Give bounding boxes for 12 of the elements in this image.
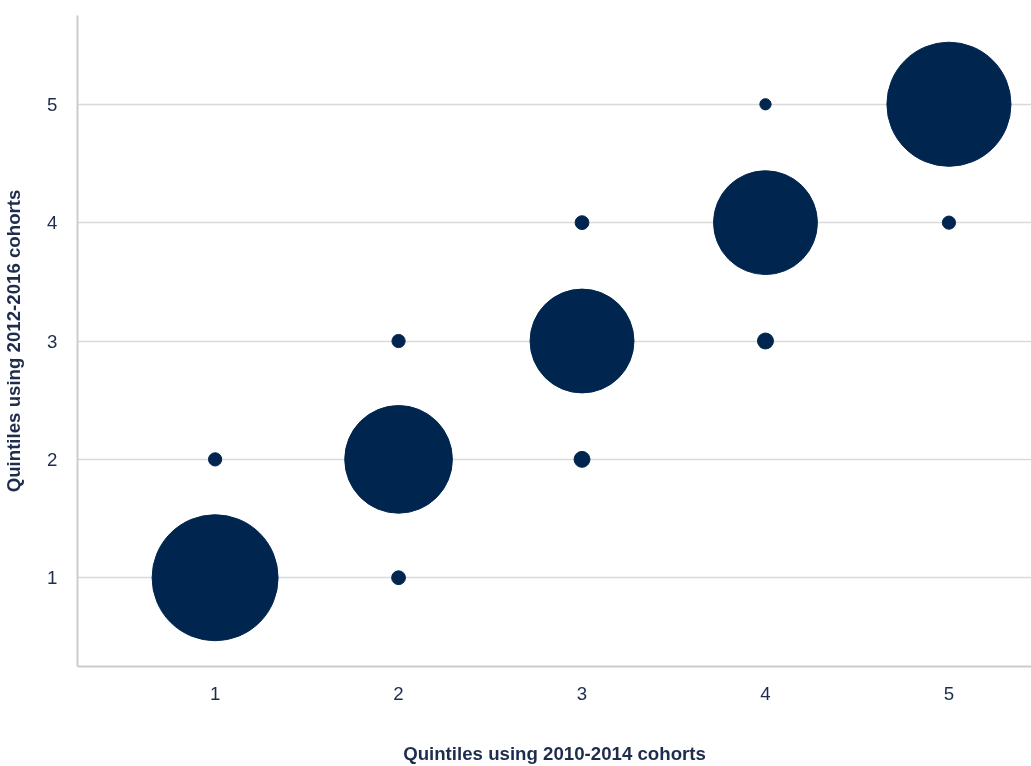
y-tick-label: 4: [47, 212, 58, 234]
y-axis-title: Quintiles using 2012-2016 cohorts: [3, 189, 25, 493]
x-tick-label: 5: [943, 682, 955, 704]
x-tick-label: 4: [760, 682, 771, 704]
y-tick-label: 2: [47, 448, 58, 470]
y-tick-label: 3: [47, 330, 58, 352]
y-tick-label: 1: [47, 567, 58, 589]
x-axis-title: Quintiles using 2010-2014 cohorts: [403, 742, 706, 764]
x-tick-label: 3: [576, 682, 588, 704]
x-tick-label: 1: [209, 682, 221, 704]
y-tick-label: 5: [47, 93, 58, 115]
x-tick-label: 2: [393, 682, 404, 704]
